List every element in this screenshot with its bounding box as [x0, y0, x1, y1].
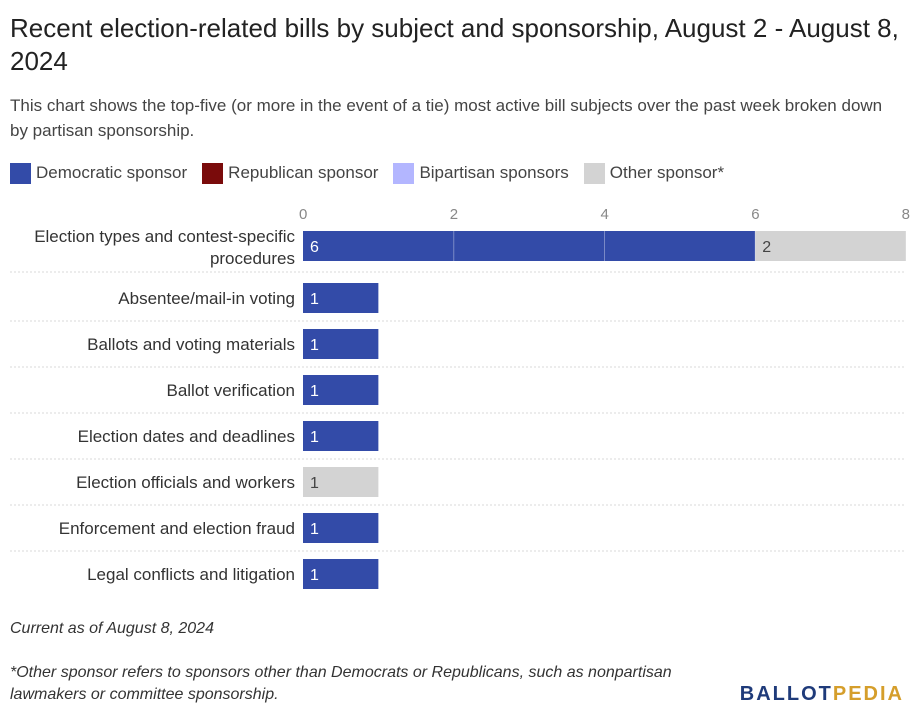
- category-label: Election officials and workers: [76, 473, 295, 492]
- data-label: 1: [310, 291, 319, 308]
- category-label: Ballots and voting materials: [87, 335, 295, 354]
- legend-label-republican: Republican sponsor: [228, 163, 379, 182]
- data-label: 1: [310, 475, 319, 492]
- data-label: 6: [310, 239, 319, 256]
- legend-item-other: Other sponsor*: [583, 162, 725, 184]
- data-label: 2: [762, 239, 771, 256]
- category-label: Election types and contest-specific proce…: [34, 227, 295, 268]
- ballotpedia-logo: BALLOTPEDIA: [740, 683, 904, 706]
- logo-text-ballot: BALLOT: [739, 683, 833, 705]
- bar-segment: [303, 329, 379, 359]
- chart-subtitle: This chart shows the top-five (or more i…: [10, 96, 883, 140]
- x-tick-label: 2: [450, 206, 458, 223]
- bar-segment: [303, 421, 379, 451]
- chart-title: Recent election-related bills by subject…: [10, 13, 899, 76]
- legend-label-other: Other sponsor*: [609, 163, 725, 182]
- legend-swatch-democratic: [10, 162, 31, 184]
- x-tick-label: 4: [601, 206, 609, 223]
- bar-segment: [303, 283, 379, 313]
- bar-segment: [303, 559, 379, 589]
- legend-swatch-other: [583, 162, 605, 184]
- category-label: Absentee/mail-in voting: [118, 289, 295, 308]
- bar-segment: [755, 231, 906, 261]
- bar-chart: 0 2 4 6 8 Election types and contest-specific…: [10, 206, 910, 589]
- x-tick-label: 0: [299, 206, 307, 223]
- x-tick-label: 8: [902, 206, 910, 223]
- bar-segment: [303, 375, 379, 405]
- legend-label-bipartisan: Bipartisan sponsors: [419, 163, 569, 182]
- data-label: 1: [310, 337, 319, 354]
- legend-label-democratic: Democratic sponsor: [36, 163, 188, 182]
- category-label: Ballot verification: [166, 381, 295, 400]
- logo-text-pedia: PEDIA: [832, 683, 904, 705]
- legend-item-bipartisan: Bipartisan sponsors: [393, 162, 569, 184]
- bar-segment: [303, 231, 756, 261]
- legend-item-republican: Republican sponsor: [202, 162, 379, 184]
- bar-segment: [303, 513, 379, 543]
- data-label: 1: [310, 429, 319, 446]
- category-label: Election dates and deadlines: [78, 427, 295, 446]
- data-label: 1: [310, 567, 319, 584]
- current-as-of-note: Current as of August 8, 2024: [10, 620, 214, 637]
- category-label: Legal conflicts and litigation: [87, 565, 295, 584]
- category-label: Enforcement and election fraud: [59, 519, 295, 538]
- chart-legend: Democratic sponsor Republican sponsor Bi…: [10, 160, 739, 186]
- x-tick-label: 6: [751, 206, 759, 223]
- legend-swatch-bipartisan: [393, 162, 415, 184]
- legend-item-democratic: Democratic sponsor: [10, 162, 188, 184]
- legend-swatch-republican: [202, 162, 224, 184]
- bar-segment: [303, 467, 379, 497]
- data-label: 1: [310, 383, 319, 400]
- data-label: 1: [310, 521, 319, 538]
- other-sponsor-footnote: *Other sponsor refers to sponsors other …: [10, 664, 672, 703]
